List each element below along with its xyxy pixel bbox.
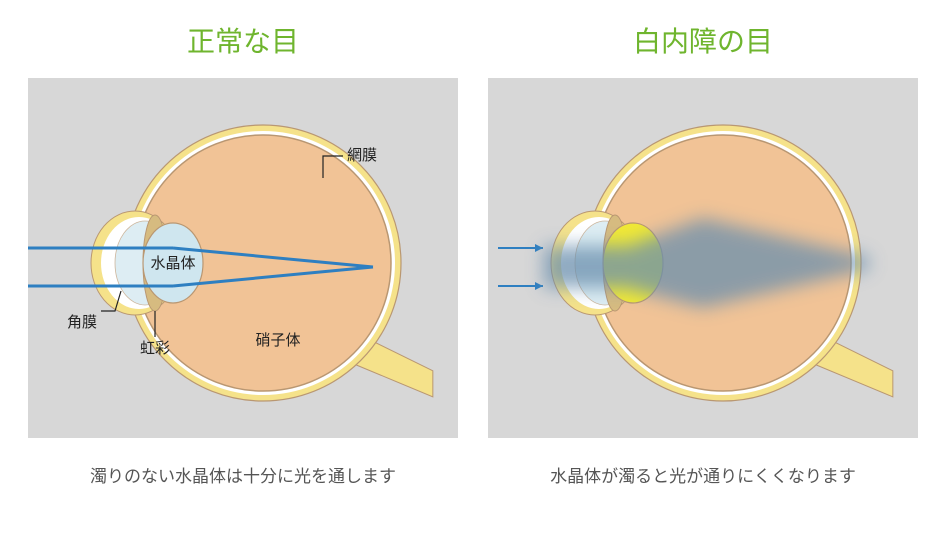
svg-text:水晶体: 水晶体 xyxy=(150,255,195,272)
svg-text:硝子体: 硝子体 xyxy=(255,332,300,349)
diagram-cataract xyxy=(488,78,918,438)
panel-cataract: 白内障の目 水晶体が濁ると光が通りにくくなります xyxy=(488,20,918,487)
svg-text:虹彩: 虹彩 xyxy=(140,340,170,357)
svg-text:網膜: 網膜 xyxy=(347,147,377,164)
caption-cataract: 水晶体が濁ると光が通りにくくなります xyxy=(550,462,856,487)
caption-normal: 濁りのない水晶体は十分に光を通します xyxy=(90,462,396,487)
eye-svg-cataract xyxy=(488,78,918,438)
comparison-container: 正常な目 網膜水晶体角膜虹彩 硝子体 濁りのない水晶体は十分に光を通します 白内障… xyxy=(30,20,916,487)
svg-text:角膜: 角膜 xyxy=(67,314,97,331)
panel-normal: 正常な目 網膜水晶体角膜虹彩 硝子体 濁りのない水晶体は十分に光を通します xyxy=(28,20,458,487)
eye-svg-normal: 網膜水晶体角膜虹彩 硝子体 xyxy=(28,78,458,438)
title-normal: 正常な目 xyxy=(187,20,299,60)
title-cataract: 白内障の目 xyxy=(633,20,773,60)
diagram-normal: 網膜水晶体角膜虹彩 硝子体 xyxy=(28,78,458,438)
